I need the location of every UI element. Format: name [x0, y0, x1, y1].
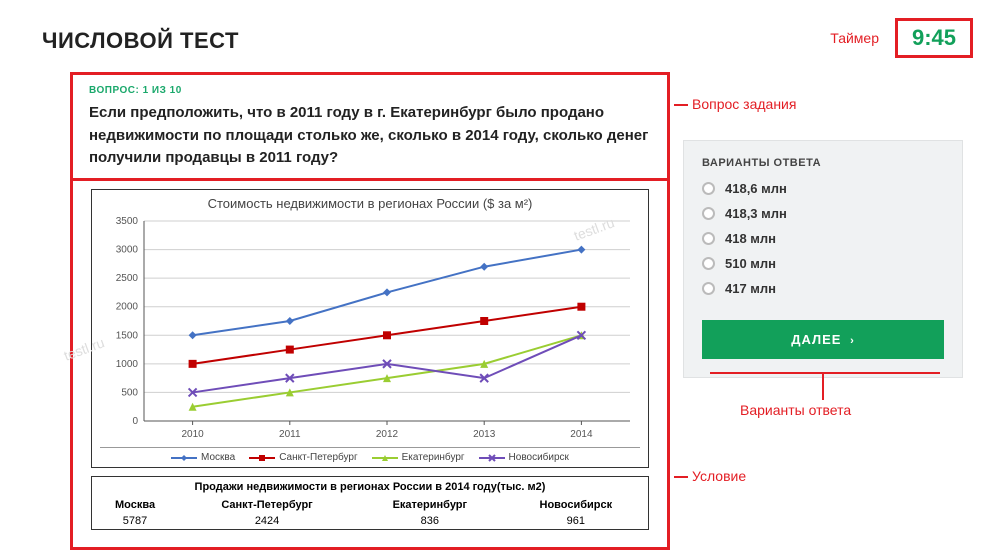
- answer-option-label: 418 млн: [725, 231, 776, 246]
- question-counter: ВОПРОС: 1 ИЗ 10: [89, 85, 651, 96]
- answer-option[interactable]: 418,6 млн: [702, 181, 944, 196]
- table-header: Москва: [92, 497, 178, 513]
- svg-text:2012: 2012: [376, 429, 399, 440]
- table-header: Санкт-Петербург: [178, 497, 356, 513]
- annotation-answers: Варианты ответа: [740, 402, 851, 418]
- condition-box: testl.ru testl.ru Стоимость недвижимости…: [70, 178, 670, 550]
- answer-option[interactable]: 417 млн: [702, 281, 944, 296]
- legend-item: Екатеринбург: [372, 452, 465, 463]
- legend-label: Москва: [201, 452, 235, 463]
- svg-text:2000: 2000: [116, 302, 139, 313]
- legend-label: Санкт-Петербург: [279, 452, 357, 463]
- answer-option[interactable]: 418,3 млн: [702, 206, 944, 221]
- annotation-condition: Условие: [692, 468, 746, 484]
- next-button-label: ДАЛЕЕ: [791, 332, 841, 347]
- answers-panel: ВАРИАНТЫ ОТВЕТА 418,6 млн 418,3 млн 418 мл…: [683, 140, 963, 378]
- line-chart: 0 500 1000 1500 2000 2500 3000 3500 2010 2011 2012…: [100, 215, 640, 445]
- table-cell: 836: [356, 513, 504, 529]
- answer-option[interactable]: 418 млн: [702, 231, 944, 246]
- svg-text:1000: 1000: [116, 359, 139, 370]
- answer-option-label: 418,3 млн: [725, 206, 787, 221]
- chart-title: Стоимость недвижимости в регионах России…: [100, 196, 640, 211]
- legend-item: Новосибирск: [479, 452, 569, 463]
- table-cell: 5787: [92, 513, 178, 529]
- answer-option-label: 417 млн: [725, 281, 776, 296]
- radio-icon: [702, 282, 715, 295]
- legend-label: Новосибирск: [509, 452, 569, 463]
- radio-icon: [702, 257, 715, 270]
- question-box: ВОПРОС: 1 ИЗ 10 Если предположить, что в…: [70, 72, 670, 185]
- svg-text:0: 0: [132, 416, 138, 427]
- table-header: Новосибирск: [504, 497, 648, 513]
- svg-text:2013: 2013: [473, 429, 496, 440]
- table-cell: 2424: [178, 513, 356, 529]
- svg-text:1500: 1500: [116, 330, 139, 341]
- answer-option-label: 510 млн: [725, 256, 776, 271]
- chart-legend: Москва Санкт-Петербург Екатеринбург Новосиб…: [100, 447, 640, 465]
- radio-icon: [702, 207, 715, 220]
- svg-text:3000: 3000: [116, 245, 139, 256]
- legend-item: Москва: [171, 452, 235, 463]
- annotation-question: Вопрос задания: [692, 96, 796, 112]
- legend-item: Санкт-Петербург: [249, 452, 357, 463]
- svg-text:2011: 2011: [279, 429, 301, 440]
- svg-text:3500: 3500: [116, 216, 139, 227]
- chevron-right-icon: ›: [850, 335, 855, 347]
- table-cell: 961: [504, 513, 648, 529]
- chart-frame: Стоимость недвижимости в регионах России…: [91, 189, 649, 468]
- table-header: Екатеринбург: [356, 497, 504, 513]
- answer-option[interactable]: 510 млн: [702, 256, 944, 271]
- answer-option-label: 418,6 млн: [725, 181, 787, 196]
- next-button[interactable]: ДАЛЕЕ ›: [702, 320, 944, 359]
- page-title: ЧИСЛОВОЙ ТЕСТ: [42, 28, 239, 54]
- legend-label: Екатеринбург: [402, 452, 465, 463]
- sales-table: МоскваСанкт-ПетербургЕкатеринбургНовосиб…: [92, 497, 648, 529]
- svg-text:2010: 2010: [181, 429, 204, 440]
- sales-table-frame: Продажи недвижимости в регионах России в…: [91, 476, 649, 530]
- svg-text:2014: 2014: [570, 429, 593, 440]
- question-text: Если предположить, что в 2011 году в г. …: [89, 102, 651, 170]
- timer-label: Таймер: [830, 30, 879, 46]
- svg-text:2500: 2500: [116, 273, 139, 284]
- radio-icon: [702, 232, 715, 245]
- sales-table-title: Продажи недвижимости в регионах России в…: [92, 477, 648, 497]
- radio-icon: [702, 182, 715, 195]
- answers-title: ВАРИАНТЫ ОТВЕТА: [702, 157, 944, 169]
- svg-text:500: 500: [121, 387, 138, 398]
- timer-value: 9:45: [895, 18, 973, 58]
